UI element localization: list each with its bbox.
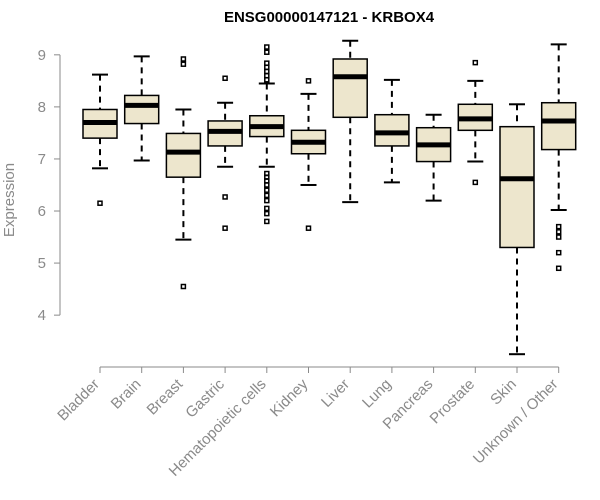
iqr-box — [123, 94, 160, 125]
outlier-point — [264, 72, 270, 79]
iqr-box — [499, 125, 535, 249]
outlier-point — [222, 225, 228, 231]
box-series — [82, 39, 577, 356]
x-tick-label: Bladder — [54, 376, 103, 425]
box-brain — [123, 55, 160, 162]
outlier-point — [264, 187, 270, 193]
outlier-point — [555, 265, 562, 272]
outlier-point — [97, 200, 103, 206]
outlier-point — [264, 68, 270, 75]
outlier-point — [264, 218, 270, 225]
outlier-point — [472, 59, 479, 66]
chart-title: ENSG00000147121 - KRBOX4 — [224, 9, 435, 26]
box-gastric — [207, 75, 243, 231]
box-unknown-other — [540, 43, 577, 272]
box-liver — [332, 39, 368, 204]
box-breast — [165, 56, 202, 290]
outlier-point — [305, 78, 312, 84]
outlier-point — [264, 44, 270, 50]
outlier-point — [264, 182, 270, 188]
outlier-point — [264, 170, 270, 177]
outlier-point — [264, 205, 270, 212]
y-axis: 4 5 6 7 8 9 — [38, 47, 61, 324]
box-lung — [374, 78, 410, 184]
outlier-point — [555, 223, 562, 230]
y-tick-label: 7 — [38, 151, 46, 168]
box-prostate — [457, 59, 494, 186]
box-hematopoietic-cells — [249, 44, 285, 225]
outlier-point — [180, 61, 187, 67]
outlier-point — [264, 64, 270, 71]
box-skin — [499, 103, 535, 356]
outlier-point — [555, 234, 562, 240]
outlier-point — [555, 249, 562, 256]
outlier-point — [180, 283, 187, 290]
outlier-point — [264, 60, 270, 66]
outlier-point — [264, 197, 270, 204]
iqr-box — [540, 101, 577, 151]
outlier-point — [472, 179, 479, 186]
x-tick-label: Breast — [144, 375, 187, 418]
outlier-point — [264, 192, 270, 199]
y-tick-label: 8 — [38, 99, 46, 116]
box-kidney — [290, 78, 327, 231]
outlier-point — [222, 194, 228, 200]
y-tick-label: 9 — [38, 47, 46, 64]
iqr-box — [332, 58, 368, 119]
outlier-point — [264, 77, 270, 83]
outlier-point — [305, 225, 312, 231]
x-tick-label: Brain — [108, 376, 145, 413]
iqr-box — [374, 113, 410, 147]
y-axis-label: Expression — [1, 163, 18, 237]
x-tick-label: Prostate — [427, 376, 479, 428]
outlier-point — [222, 75, 228, 82]
outlier-point — [180, 56, 187, 62]
outlier-point — [555, 229, 562, 235]
box-bladder — [82, 73, 118, 206]
y-tick-label: 5 — [38, 255, 46, 272]
x-tick-label: Skin — [487, 376, 520, 409]
outlier-point — [264, 210, 270, 217]
x-tick-label: Liver — [318, 376, 353, 411]
x-tick-label: Lung — [359, 376, 395, 412]
box-pancreas — [415, 113, 452, 202]
y-tick-label: 6 — [38, 203, 46, 220]
outlier-point — [264, 49, 270, 55]
y-tick-label: 4 — [38, 307, 46, 324]
x-tick-label: Kidney — [267, 375, 312, 420]
iqr-box — [165, 132, 202, 178]
